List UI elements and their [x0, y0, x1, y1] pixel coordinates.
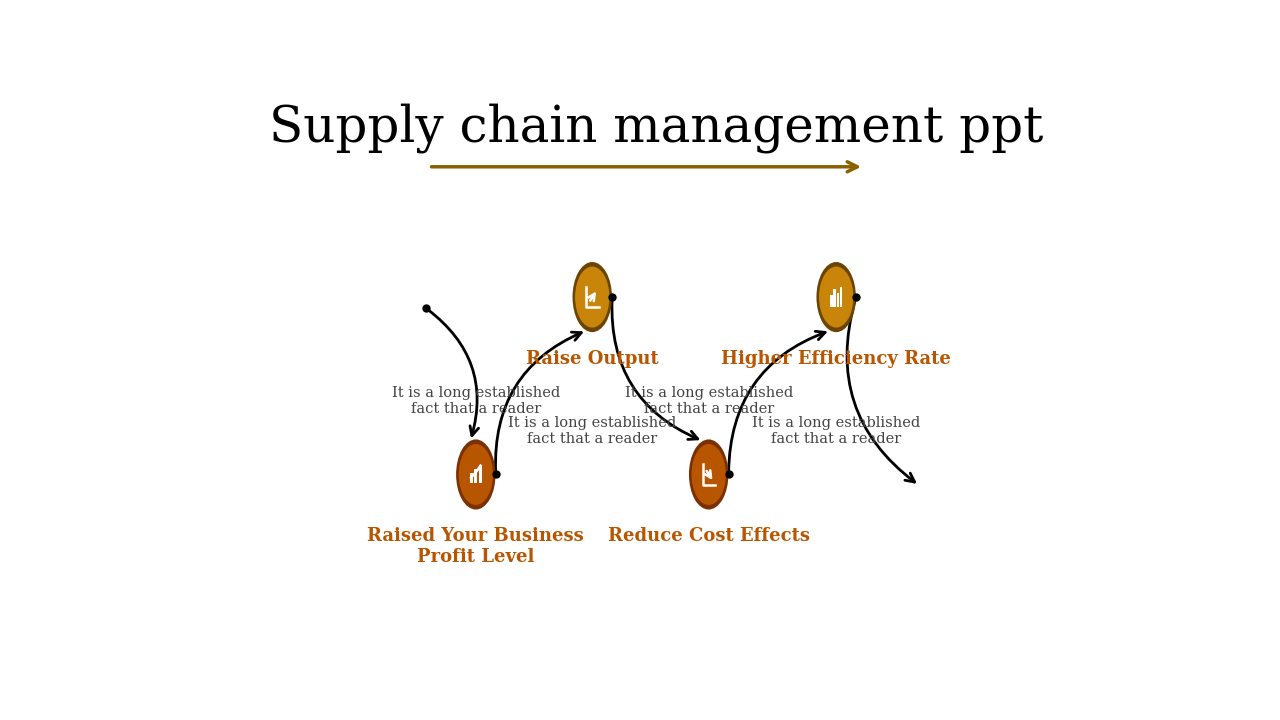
Bar: [470, 474, 474, 483]
Bar: [837, 293, 840, 307]
Ellipse shape: [458, 444, 493, 505]
Text: Higher Efficiency Rate: Higher Efficiency Rate: [721, 350, 951, 368]
Ellipse shape: [691, 444, 726, 505]
Text: Supply chain management ppt: Supply chain management ppt: [269, 103, 1043, 153]
Bar: [479, 465, 483, 483]
Bar: [840, 287, 842, 307]
Ellipse shape: [819, 266, 854, 328]
Ellipse shape: [817, 262, 856, 332]
Bar: [829, 295, 832, 307]
Text: It is a long established
fact that a reader: It is a long established fact that a rea…: [508, 416, 676, 446]
Bar: [833, 289, 836, 307]
Text: It is a long established
fact that a reader: It is a long established fact that a rea…: [753, 416, 920, 446]
Text: Reduce Cost Effects: Reduce Cost Effects: [608, 527, 810, 545]
Ellipse shape: [456, 439, 495, 510]
Text: It is a long established
fact that a reader: It is a long established fact that a rea…: [392, 386, 559, 416]
Ellipse shape: [572, 262, 612, 332]
Text: Raised Your Business
Profit Level: Raised Your Business Profit Level: [367, 527, 584, 566]
Ellipse shape: [689, 439, 728, 510]
Text: Raise Output: Raise Output: [526, 350, 659, 368]
Bar: [474, 469, 477, 483]
Text: It is a long established
fact that a reader: It is a long established fact that a rea…: [625, 386, 792, 416]
Ellipse shape: [575, 266, 609, 328]
